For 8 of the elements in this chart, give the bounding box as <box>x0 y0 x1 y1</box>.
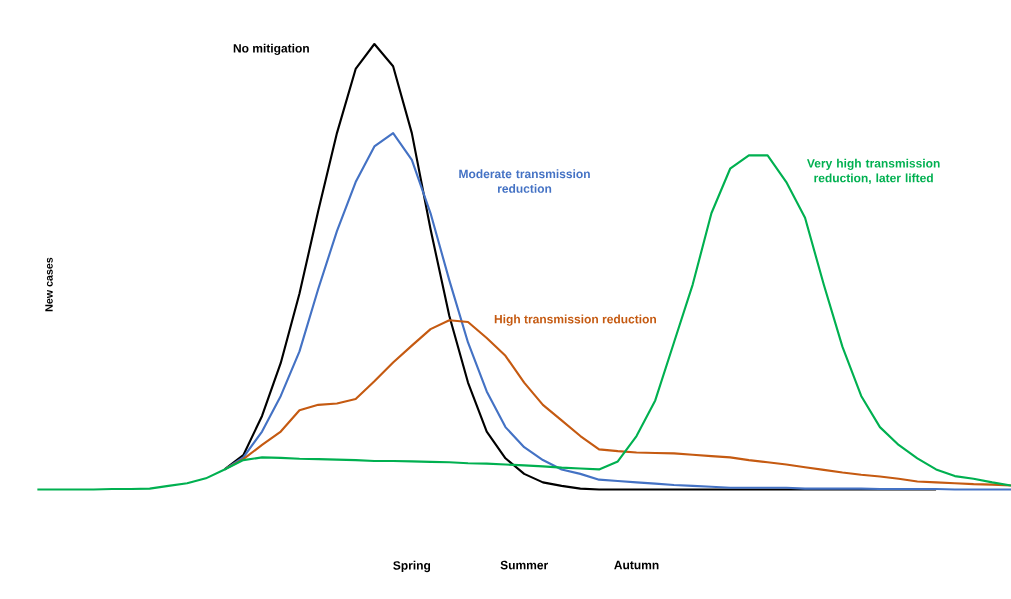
x-tick-label: Spring <box>393 560 431 573</box>
y-axis-title: New cases <box>45 257 53 312</box>
series-label: Very high transmission reduction, later lifted <box>806 158 940 185</box>
text: No mitigation <box>233 43 309 56</box>
text: Moderate transmission reduction <box>459 169 590 193</box>
series-label: High transmission reduction <box>494 314 656 326</box>
x-tick-label: Autumn <box>614 560 659 570</box>
x-tick-label: Summer <box>500 560 549 570</box>
